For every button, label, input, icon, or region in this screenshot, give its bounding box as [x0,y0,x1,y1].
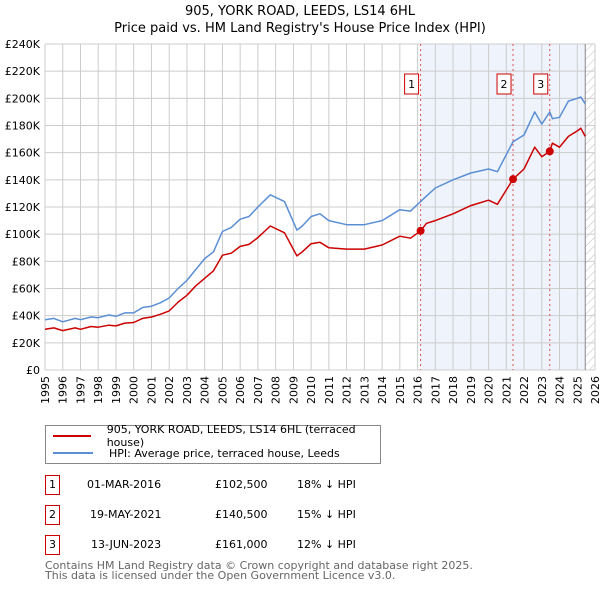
x-tick-label: 2017 [429,376,442,404]
x-tick-label: 2002 [163,376,176,404]
y-tick-label: £60K [12,283,41,296]
footer-licence: This data is licensed under the Open Gov… [45,569,396,582]
sale-date: 01-MAR-2016 [87,478,162,491]
y-tick-label: £240K [5,38,41,51]
sale-number: 3 [45,535,60,555]
x-tick-label: 1998 [92,376,105,404]
legend: 905, YORK ROAD, LEEDS, LS14 6HL (terrace… [45,423,381,464]
sale-number: 2 [45,505,60,525]
sale-row-1: 1 01-MAR-2016 £102,500 18% ↓ HPI [45,475,545,495]
sale-label-box [496,73,512,95]
footer: Contains HM Land Registry data © Crown c… [45,559,473,582]
y-tick-label: £80K [12,255,41,268]
sale-point [509,175,518,184]
sale-delta: 15% ↓ HPI [297,508,356,521]
y-tick-label: £220K [5,65,41,78]
y-tick-label: £120K [5,201,41,214]
sale-row-2: 2 19-MAY-2021 £140,500 15% ↓ HPI [45,505,545,525]
series-line [44,96,586,323]
sale-label-box [533,73,549,95]
x-tick-label: 2019 [465,376,478,404]
x-tick-label: 2000 [128,376,141,404]
x-tick-label: 2013 [358,376,371,404]
sale-number: 1 [45,475,60,495]
x-tick-label: 2024 [554,376,567,404]
y-tick-label: £40K [12,310,41,323]
sale-price: £102,500 [215,478,268,491]
x-tick-label: 2001 [145,376,158,404]
sale-date: 13-JUN-2023 [91,538,162,551]
x-tick-label: 2007 [252,376,265,404]
x-tick-label: 2008 [270,376,283,404]
x-tick-label: 2003 [181,376,194,404]
sale-label-box [404,73,420,95]
x-tick-label: 2026 [589,376,600,404]
y-tick-label: £180K [5,120,41,133]
y-tick-label: £100K [5,228,41,241]
sale-row-3: 3 13-JUN-2023 £161,000 12% ↓ HPI [45,535,545,555]
x-tick-label: 2023 [536,376,549,404]
legend-label: 905, YORK ROAD, LEEDS, LS14 6HL (terrace… [106,423,356,449]
sale-price: £140,500 [215,508,268,521]
x-tick-label: 2006 [234,376,247,404]
legend-label: HPI: Average price, terraced house, Leed… [109,446,340,460]
x-tick-label: 2018 [447,376,460,404]
price-chart: 1995 1996 1997 1998 1999 2000 2001 2002 2003 2004… [5,38,600,404]
y-tick-label: £160K [5,147,41,160]
x-tick-label: 2025 [571,376,584,404]
sale-point [416,226,425,235]
x-tick-label: 1997 [74,376,87,404]
x-tick-label: 2021 [500,376,513,404]
sale-label: 2 [501,78,508,91]
x-tick-label: 2022 [518,376,531,404]
x-tick-label: 1999 [110,376,123,404]
legend-swatch-blue [53,452,93,454]
x-tick-label: 2010 [305,376,318,404]
sale-date: 19-MAY-2021 [90,508,162,521]
sale-point [545,147,554,156]
series-line [44,127,586,332]
x-tick-label: 1995 [39,376,52,404]
y-tick-label: £0 [26,364,40,377]
y-tick-label: £20K [12,337,41,350]
x-tick-label: 2005 [216,376,229,404]
y-tick-label: £140K [5,174,41,187]
sale-delta: 18% ↓ HPI [297,478,356,491]
footer-copyright: Contains HM Land Registry data © Crown c… [45,559,473,572]
legend-item-property: 905, YORK ROAD, LEEDS, LS14 6HL (terrace… [46,423,380,449]
sale-price: £161,000 [215,538,268,551]
x-tick-label: 2020 [483,376,496,404]
sale-label: 1 [408,78,415,91]
legend-item-hpi: HPI: Average price, terraced house, Leed… [46,445,340,461]
x-tick-label: 2011 [323,376,336,404]
x-tick-label: 2015 [394,376,407,404]
x-tick-label: 2012 [341,376,354,404]
y-tick-label: £200K [5,92,41,105]
sale-label: 3 [537,78,544,91]
x-tick-label: 2014 [376,376,389,404]
x-tick-label: 2009 [287,376,300,404]
x-tick-label: 2004 [199,376,212,404]
x-tick-label: 1996 [57,376,70,404]
sale-delta: 12% ↓ HPI [297,538,356,551]
x-tick-label: 2016 [412,376,425,404]
chart-title: 905, YORK ROAD, LEEDS, LS14 6HL [184,4,416,19]
legend-swatch-red [53,435,91,437]
chart-subtitle: Price paid vs. HM Land Registry's House … [114,21,486,36]
